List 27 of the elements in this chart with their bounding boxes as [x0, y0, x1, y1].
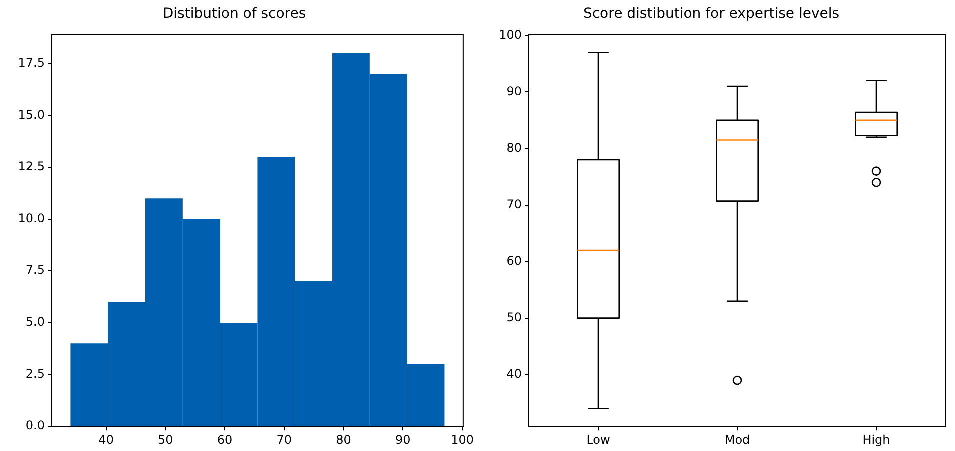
x-tick-label: 90	[396, 432, 411, 447]
x-tick-label: 40	[98, 432, 114, 447]
chart-title: Distibution of scores	[162, 6, 306, 22]
x-tick-label: 80	[336, 432, 352, 447]
y-tick-label: 60	[506, 254, 522, 268]
y-tick-label: 70	[506, 197, 522, 212]
y-tick-label: 5.0	[26, 315, 45, 330]
x-tick-label: Mod	[724, 432, 750, 447]
x-tick-label: 50	[158, 432, 174, 447]
y-tick-label: 10.0	[18, 211, 45, 226]
y-tick-label: 90	[506, 84, 522, 98]
y-tick-label: 0.0	[26, 418, 45, 433]
y-tick-label: 17.5	[18, 56, 45, 70]
x-tick-label: 70	[276, 432, 292, 447]
y-tick-label: 40	[506, 366, 522, 381]
chart-title: Score distibution for expertise levels	[583, 6, 840, 22]
y-tick-label: 100	[499, 28, 522, 42]
x-tick-label: Low	[586, 432, 610, 447]
y-tick-label: 80	[506, 140, 522, 155]
y-tick-label: 2.5	[26, 366, 45, 381]
y-tick-label: 12.5	[18, 160, 45, 174]
x-tick-label: 60	[217, 432, 233, 447]
y-tick-label: 50	[506, 310, 522, 324]
x-tick-label: 100	[451, 432, 474, 447]
x-tick-label: High	[862, 432, 890, 447]
y-tick-label: 15.0	[18, 108, 45, 122]
y-tick-label: 7.5	[26, 263, 45, 278]
